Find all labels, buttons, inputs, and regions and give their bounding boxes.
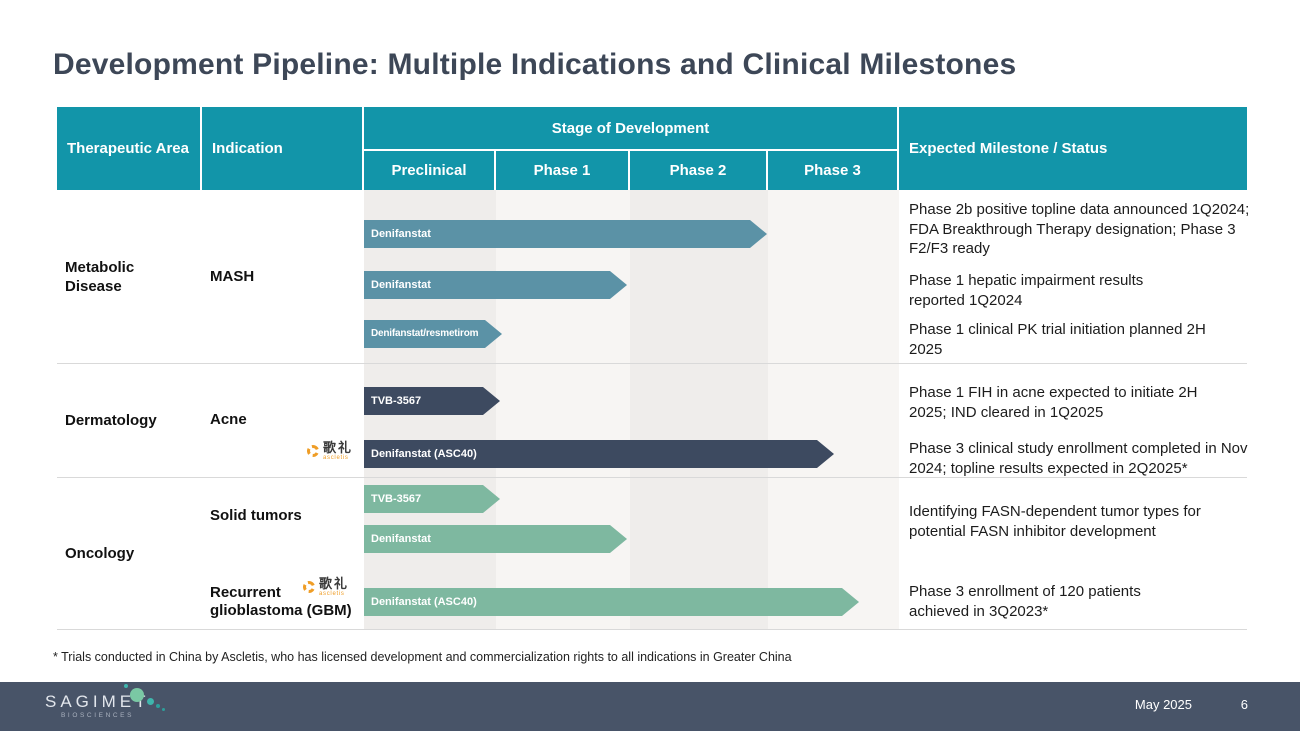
indication-label: Acne <box>210 411 247 428</box>
milestone-text: Phase 3 enrollment of 120 patients achie… <box>909 583 1141 620</box>
bar-label: TVB-3567 <box>371 395 422 407</box>
stage-column-stripe-phase-3 <box>768 190 899 629</box>
logo-dot-icon <box>130 688 144 702</box>
ascletis-logo: 歌礼 ascletis <box>303 577 349 597</box>
header-cell-therapeutic-area: Therapeutic Area <box>57 107 200 190</box>
bar-label: Denifanstat <box>371 228 431 240</box>
therapeutic-area-label: Metabolic Disease <box>65 258 135 295</box>
header-cell-preclinical: Preclinical <box>364 151 494 190</box>
group-row-oncology: Oncology Solid tumors Recurrent glioblas… <box>57 477 1247 630</box>
table-body: Metabolic Disease MASH Denifanstat Denif… <box>57 190 1249 630</box>
milestone-text: Phase 2b positive topline data announced… <box>909 201 1250 257</box>
ascletis-latin-label: ascletis <box>319 591 345 597</box>
stage-column-stripe-phase-1 <box>496 190 630 629</box>
pipeline-table: Therapeutic Area Indication Stage of Dev… <box>57 107 1249 630</box>
table-header: Therapeutic Area Indication Stage of Dev… <box>57 107 1247 190</box>
pipeline-bar: Denifanstat <box>364 271 627 299</box>
ascletis-logo: 歌礼 ascletis <box>307 441 353 461</box>
milestone-text: Phase 3 clinical study enrollment comple… <box>909 440 1248 477</box>
footnote: * Trials conducted in China by Ascletis,… <box>53 650 792 664</box>
page-number: 6 <box>1240 697 1248 712</box>
milestone-text: Phase 1 clinical PK trial initiation pla… <box>909 321 1206 358</box>
header-cell-phase-1: Phase 1 <box>496 151 628 190</box>
bar-label: Denifanstat <box>371 279 431 291</box>
pipeline-bar: TVB-3567 <box>364 387 500 415</box>
pipeline-bar: Denifanstat (ASC40) <box>364 440 834 468</box>
logo-dot-icon <box>156 704 160 708</box>
indication-label: MASH <box>210 267 255 285</box>
footer-date: May 2025 <box>1134 697 1192 712</box>
header-cell-phase-2: Phase 2 <box>630 151 766 190</box>
pipeline-bar: TVB-3567 <box>364 485 500 513</box>
group-separator <box>57 363 1247 364</box>
ascletis-ring-icon <box>303 581 315 593</box>
therapeutic-area-label: Oncology <box>65 545 135 562</box>
ascletis-chinese-label: 歌礼 <box>323 440 354 455</box>
milestone-text: Phase 1 hepatic impairment results repor… <box>909 272 1144 309</box>
sagimet-logo: SAGIMET BIOSCIENCES <box>45 693 150 720</box>
bar-label: Denifanstat (ASC40) <box>371 448 477 460</box>
group-row-dermatology: Dermatology Acne TVB-3567 歌礼 ascletis De… <box>57 363 1248 477</box>
footer-bar: SAGIMET BIOSCIENCES May 2025 6 <box>0 682 1300 731</box>
therapeutic-area-label: Dermatology <box>65 411 157 429</box>
logo-dot-icon <box>147 698 154 705</box>
indication-label: Recurrent glioblastoma (GBM) <box>210 584 352 619</box>
bar-label: TVB-3567 <box>371 493 422 505</box>
logo-dot-icon <box>124 684 128 688</box>
header-cell-phase-3: Phase 3 <box>768 151 897 190</box>
pipeline-bar: Denifanstat <box>364 220 767 248</box>
logo-dot-icon <box>162 708 165 711</box>
indication-label: Solid tumors <box>210 507 302 524</box>
header-cell-indication: Indication <box>202 107 362 190</box>
group-row-metabolic-disease: Metabolic Disease MASH Denifanstat Denif… <box>57 190 1249 363</box>
ascletis-latin-label: ascletis <box>323 455 349 461</box>
pipeline-bar: Denifanstat <box>364 525 627 553</box>
page-title: Development Pipeline: Multiple Indicatio… <box>53 48 1017 81</box>
bar-label: Denifanstat <box>371 533 431 545</box>
pipeline-bar: Denifanstat (ASC40) <box>364 588 859 616</box>
milestone-text: Phase 1 FIH in acne expected to initiate… <box>909 384 1198 421</box>
pipeline-bar: Denifanstat/resmetirom <box>364 320 502 348</box>
bar-label: Denifanstat/resmetirom <box>371 328 479 339</box>
stage-column-stripe-phase-2 <box>630 190 768 629</box>
group-separator <box>57 477 1247 478</box>
table-bottom-separator <box>57 629 1247 630</box>
sagimet-logo-subtext: BIOSCIENCES <box>61 712 135 719</box>
sagimet-logo-text: SAGIMET <box>45 692 150 711</box>
ascletis-chinese-label: 歌礼 <box>319 576 350 591</box>
milestone-text: Identifying FASN-dependent tumor types f… <box>909 503 1201 540</box>
ascletis-ring-icon <box>307 445 319 457</box>
header-cell-stage-of-development: Stage of Development <box>364 107 897 149</box>
bar-label: Denifanstat (ASC40) <box>371 596 477 608</box>
header-cell-milestone: Expected Milestone / Status <box>899 107 1247 190</box>
